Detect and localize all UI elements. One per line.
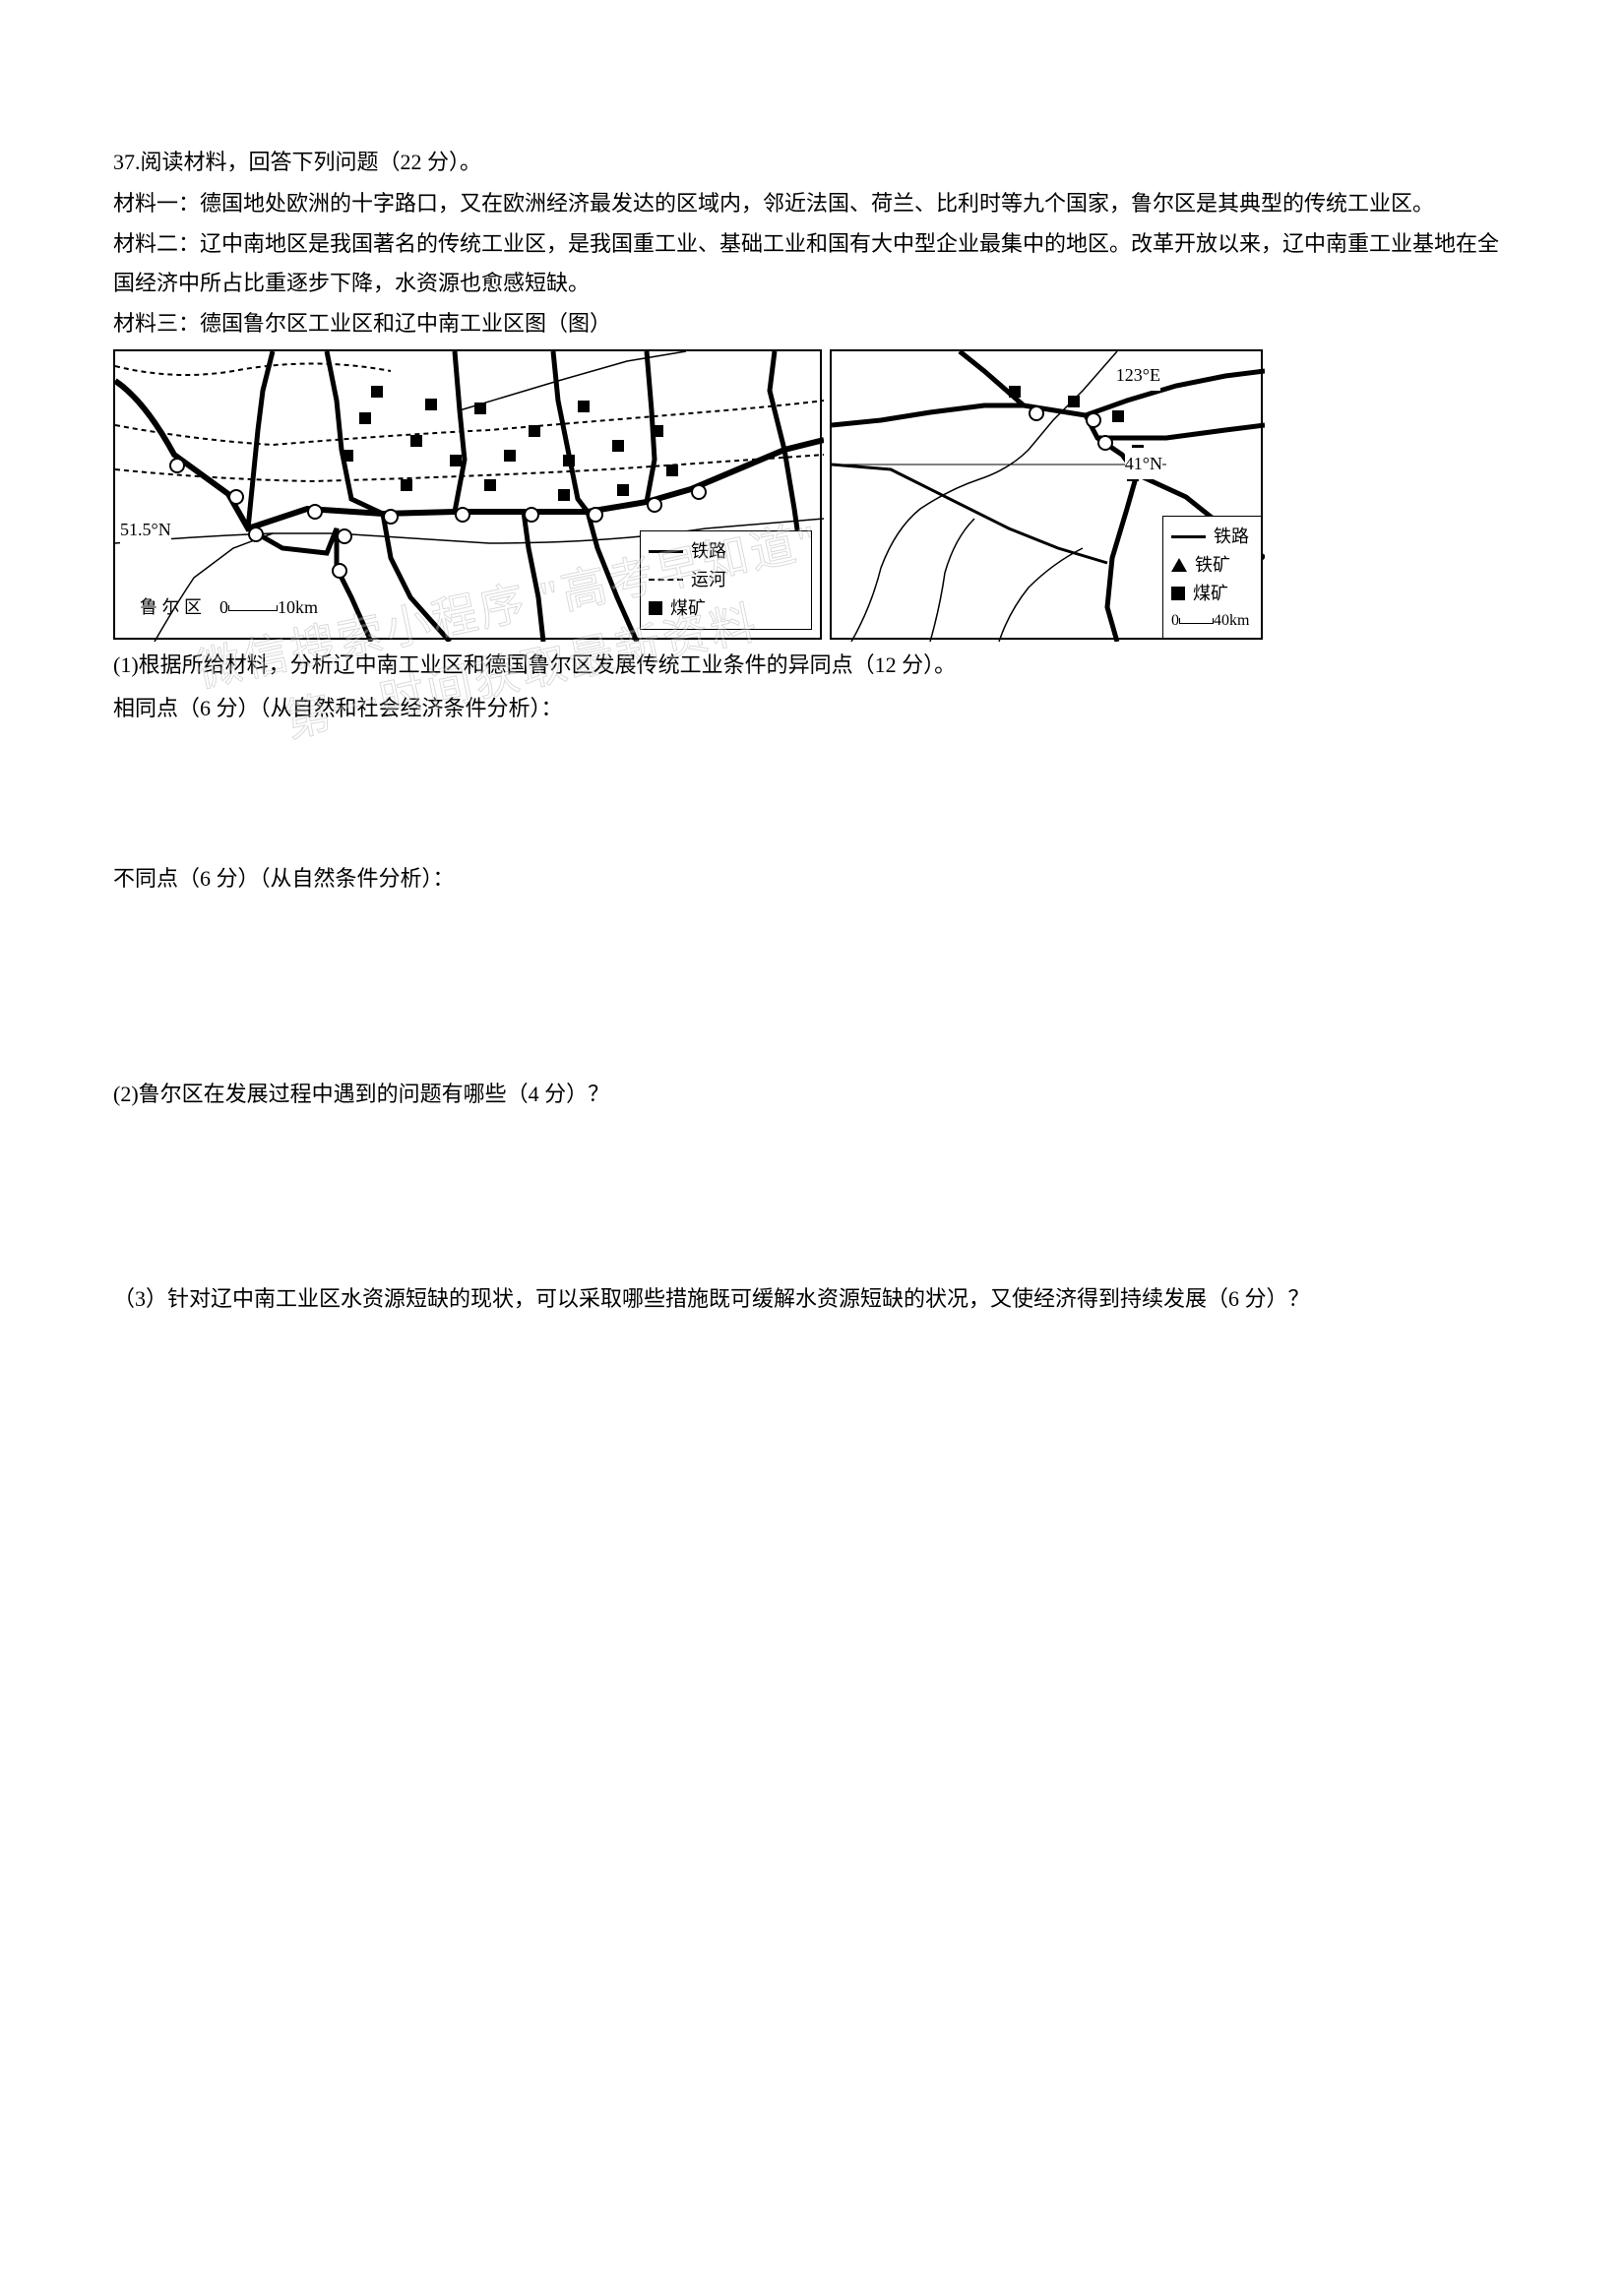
coal-marker [578,401,590,412]
material-3: 材料三：德国鲁尔区工业区和辽中南工业区图（图） [113,304,1511,343]
coal-marker [410,435,422,447]
city-marker [1029,405,1044,421]
coal-marker [359,412,371,424]
legend-railway: 铁路 [649,538,803,565]
coal-marker [1068,396,1080,407]
city-marker [337,528,352,544]
coal-marker [484,479,496,491]
map-liaoning: 123°E 41°N 铁路 铁矿 煤矿 040km [830,349,1263,640]
city-marker [1086,412,1101,428]
coal-marker [425,399,437,410]
city-marker [524,507,539,523]
coal-marker [666,465,678,476]
legend-coal: 煤矿 [649,595,803,622]
liao-scale: 040km [1171,609,1253,633]
coal-marker [371,386,383,398]
liao-legend: 铁路 铁矿 煤矿 040km [1162,516,1261,638]
city-marker [647,497,662,513]
coal-marker [504,450,516,462]
legend-iron: 铁矿 [1171,552,1253,579]
question-intro-text: 阅读材料，回答下列问题（22 分）。 [141,150,482,174]
coal-marker [1009,386,1021,398]
coal-marker [529,425,540,437]
legend-canal: 运河 [649,567,803,593]
city-marker [332,563,347,579]
question-intro: 37.阅读材料，回答下列问题（22 分）。 [113,143,1511,182]
coal-marker [1112,410,1124,422]
coal-marker [474,403,486,414]
city-marker [1097,435,1113,451]
sub-question-1-same: 相同点（6 分）（从自然和社会经济条件分析）： [113,689,1511,728]
city-marker [248,527,264,542]
ruhr-legend: 铁路 运河 煤矿 [640,530,812,630]
liao-lon-label: 123°E [1116,359,1160,391]
city-marker [691,484,707,500]
sub-question-2: (2)鲁尔区在发展过程中遇到的问题有哪些（4 分）？ [113,1075,1511,1114]
city-marker [169,458,185,473]
sub-question-1-diff: 不同点（6 分）（从自然条件分析）： [113,859,1511,899]
ruhr-region-label: 鲁 尔 区 010km [140,591,318,623]
city-marker [383,509,399,525]
coal-marker [450,455,462,466]
liao-lat-label: 41°N [1125,448,1162,479]
ruhr-lat-label: 51.5°N [120,514,171,545]
sub-question-1: (1)根据所给材料，分析辽中南工业区和德国鲁尔区发展传统工业条件的异同点（12 … [113,646,1511,685]
city-marker [455,507,470,523]
city-marker [307,504,323,520]
map-ruhr: 51.5°N 鲁 尔 区 010km 铁路 运河 煤矿 [113,349,822,640]
question-number: 37. [113,150,141,174]
coal-marker [617,484,629,496]
legend-coal-2: 煤矿 [1171,581,1253,607]
coal-marker [652,425,663,437]
sub-question-3: （3）针对辽中南工业区水资源短缺的现状，可以采取哪些措施既可缓解水资源短缺的状况… [113,1279,1511,1319]
coal-marker [401,479,412,491]
coal-marker [563,455,575,466]
city-marker [228,489,244,505]
material-2: 材料二：辽中南地区是我国著名的传统工业区，是我国重工业、基础工业和国有大中型企业… [113,224,1511,302]
maps-container: 51.5°N 鲁 尔 区 010km 铁路 运河 煤矿 [113,349,1511,640]
legend-railway-2: 铁路 [1171,524,1253,550]
city-marker [588,507,603,523]
coal-marker [342,450,353,462]
material-1: 材料一：德国地处欧洲的十字路口，又在欧洲经济最发达的区域内，邻近法国、荷兰、比利… [113,184,1511,223]
coal-marker [612,440,624,452]
coal-marker [558,489,570,501]
